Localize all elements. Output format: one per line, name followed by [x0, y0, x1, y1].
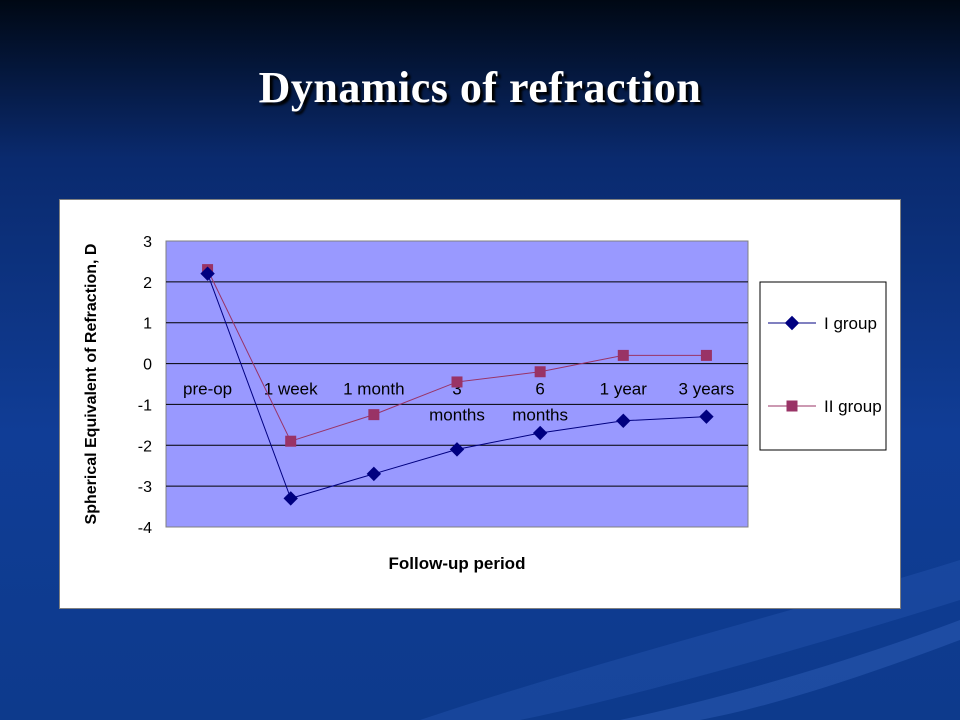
- slide-title: Dynamics of refraction: [258, 63, 702, 112]
- y-tick-label: 1: [143, 316, 152, 333]
- data-point-series-2: [700, 349, 712, 361]
- data-point-series-2: [617, 349, 629, 361]
- data-point-series-1: [366, 466, 382, 482]
- data-point-series-2: [534, 366, 546, 378]
- x-tick-label: pre-op: [183, 380, 232, 399]
- y-tick-label: -3: [138, 479, 152, 496]
- data-point-series-1: [449, 442, 465, 457]
- data-point-series-1: [616, 413, 631, 428]
- x-tick-label: 3 months: [429, 380, 485, 425]
- chart-frame: 3 2 1 0 -1 -2 -3 -4 pre-op 1 week 1 month 3 months 6…: [59, 199, 901, 609]
- x-tick-label: 3 years: [679, 380, 735, 399]
- y-tick-label: 2: [143, 275, 152, 292]
- legend-box: [759, 281, 887, 451]
- x-tick-label: 1 month: [343, 380, 404, 399]
- y-tick-label: -4: [138, 520, 152, 537]
- y-tick-label: 0: [143, 357, 152, 374]
- data-point-series-2: [285, 435, 297, 447]
- x-tick-label: 1 year: [600, 380, 648, 399]
- data-point-series-1: [699, 409, 714, 424]
- legend-label: II group: [824, 397, 882, 416]
- x-tick-label: 1 week: [264, 380, 318, 399]
- data-point-series-2: [451, 376, 463, 388]
- data-point-series-1: [532, 425, 548, 441]
- x-axis-title: Follow-up period: [389, 554, 526, 573]
- data-point-series-1: [200, 266, 215, 281]
- y-axis-title: Spherical Equivalent of Refraction, D: [83, 244, 100, 525]
- data-point-series-1: [283, 491, 298, 506]
- y-tick-label: 3: [143, 234, 152, 251]
- line-chart: 3 2 1 0 -1 -2 -3 -4 pre-op 1 week 1 month 3 months 6…: [83, 234, 887, 573]
- legend-label: I group: [824, 314, 877, 333]
- legend-marker: [786, 400, 798, 412]
- legend-marker: [784, 315, 800, 331]
- x-tick-label: 6 months: [512, 380, 568, 425]
- y-tick-label: -1: [138, 397, 152, 414]
- y-tick-label: -2: [138, 438, 152, 455]
- data-point-series-2: [368, 409, 380, 421]
